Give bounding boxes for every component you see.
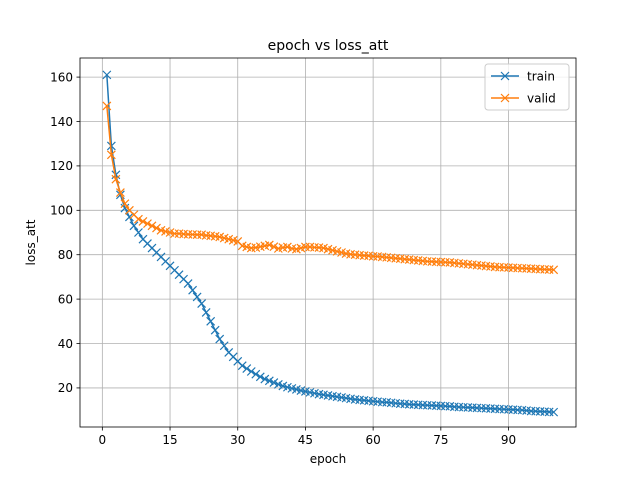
y-axis-label: loss_att <box>24 219 38 265</box>
y-tick-label: 60 <box>58 292 73 306</box>
data-point-train <box>260 374 270 384</box>
series-valid <box>102 101 559 275</box>
axes: 0 15 30 45 60 75 90 20 40 60 80 100 120 140 160 <box>50 70 516 447</box>
y-tick-label: 120 <box>50 159 73 173</box>
data-point-train <box>219 341 229 351</box>
grid-lines <box>80 58 576 427</box>
x-axis-label: epoch <box>310 452 347 466</box>
data-point-valid <box>111 174 121 184</box>
y-tick-label: 80 <box>58 248 73 262</box>
data-point-valid <box>152 223 161 233</box>
data-point-train <box>134 228 143 237</box>
data-point-train <box>242 364 252 374</box>
legend-label: train <box>527 69 555 83</box>
legend: train valid <box>484 63 570 111</box>
data-point-train <box>120 203 130 213</box>
data-point-train <box>129 221 139 231</box>
data-point-train <box>264 376 274 386</box>
x-tick-label: 45 <box>298 433 313 447</box>
x-tick-label: 75 <box>433 433 448 447</box>
plot-area <box>80 58 576 427</box>
data-point-train <box>206 316 216 326</box>
data-point-train <box>210 325 220 335</box>
x-tick-label: 30 <box>230 433 245 447</box>
data-point-train <box>197 299 207 308</box>
series-layer <box>102 70 559 417</box>
data-point-train <box>106 141 116 151</box>
legend-swatch-marker <box>500 93 510 103</box>
chart-title: epoch vs loss_att <box>268 38 389 54</box>
y-tick-label: 100 <box>50 204 73 218</box>
data-point-valid <box>147 221 157 231</box>
data-point-train <box>237 361 247 371</box>
legend-item-valid: valid <box>491 91 556 105</box>
data-point-valid <box>143 219 152 229</box>
data-point-valid <box>102 101 112 111</box>
x-tick-label: 0 <box>99 433 107 447</box>
data-point-valid <box>264 240 274 250</box>
data-point-train <box>549 407 559 417</box>
data-point-train <box>124 212 134 222</box>
data-point-train <box>183 279 193 288</box>
data-point-train <box>255 372 265 382</box>
data-point-train <box>269 378 279 388</box>
data-point-train <box>111 170 121 180</box>
legend-label: valid <box>527 91 556 105</box>
data-point-train <box>201 308 211 317</box>
series-train <box>102 70 559 417</box>
data-point-train <box>251 369 261 379</box>
data-point-valid <box>106 150 116 160</box>
data-point-valid <box>134 214 143 224</box>
x-tick-label: 15 <box>162 433 177 447</box>
data-point-valid <box>269 242 279 252</box>
data-point-train <box>192 292 202 302</box>
y-tick-label: 40 <box>58 337 73 351</box>
data-point-train <box>246 367 256 376</box>
plot-frame <box>79 57 577 428</box>
data-point-valid <box>138 216 148 226</box>
data-point-train <box>102 70 112 80</box>
legend-item-train: train <box>491 69 555 83</box>
x-tick-label: 60 <box>365 433 380 447</box>
y-tick-label: 20 <box>58 381 73 395</box>
y-tick-label: 140 <box>50 115 73 129</box>
y-tick-label: 160 <box>50 70 73 84</box>
data-point-valid <box>115 188 125 197</box>
legend-swatch-marker <box>500 71 510 81</box>
series-line-valid <box>106 105 554 271</box>
data-point-valid <box>120 199 130 209</box>
data-point-train <box>188 285 198 295</box>
x-tick-label: 90 <box>501 433 516 447</box>
data-point-train <box>215 334 225 344</box>
data-point-valid <box>549 265 559 275</box>
